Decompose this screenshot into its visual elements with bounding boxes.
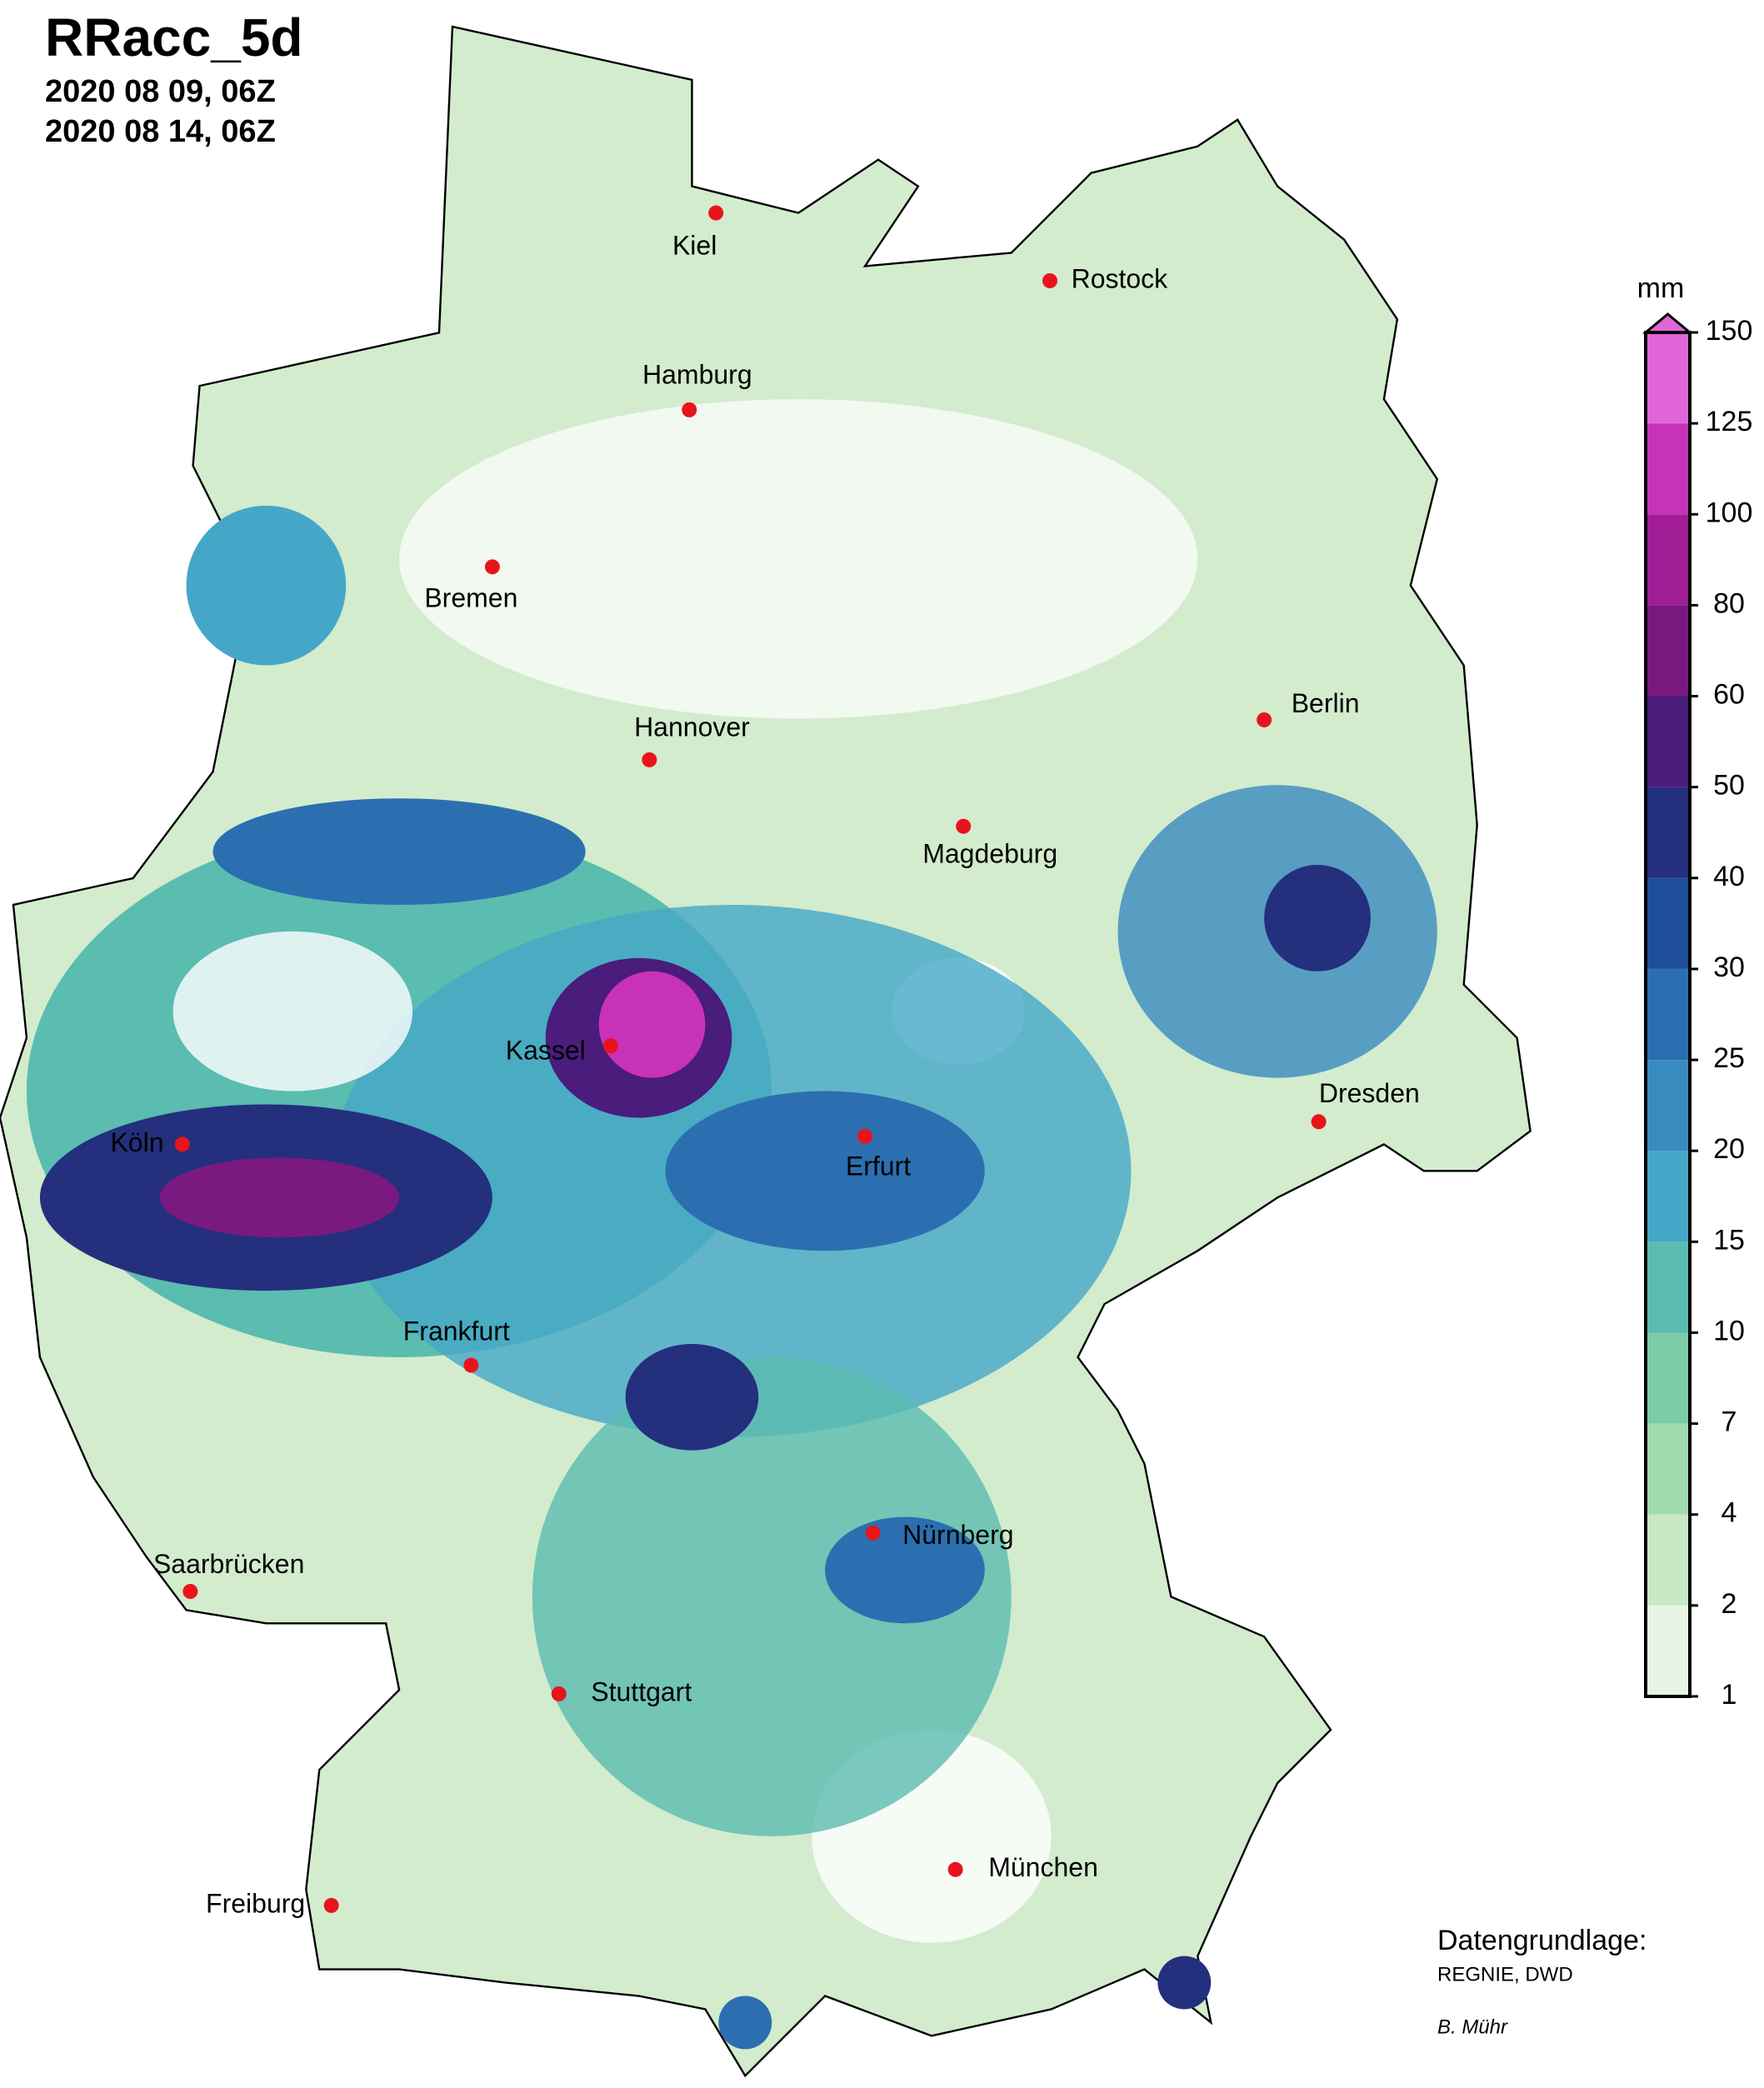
city-label: Hannover (634, 712, 750, 742)
city-dot (682, 402, 697, 417)
map-title: RRacc_5d (45, 7, 303, 67)
city-dot (956, 818, 972, 834)
city-label: Frankfurt (403, 1316, 510, 1346)
legend-tick-label: 30 (1713, 952, 1745, 983)
city-dot (865, 1525, 881, 1541)
legend-swatch (1646, 514, 1690, 606)
city-dot (642, 752, 657, 767)
legend-tick-label: 80 (1713, 587, 1745, 619)
legend-tick-label: 7 (1722, 1406, 1737, 1438)
legend-swatch (1646, 1151, 1690, 1242)
city-label: Freiburg (206, 1888, 305, 1918)
end-time: 2020 08 14, 06Z (45, 114, 276, 149)
legend-tick-label: 100 (1706, 497, 1753, 528)
city-dot (708, 205, 724, 221)
city-label: Kassel (506, 1036, 586, 1066)
city-label: Rostock (1072, 263, 1169, 293)
legend-swatch (1646, 696, 1690, 787)
legend-arrow (1642, 312, 1694, 334)
city-label: Kiel (672, 230, 717, 260)
legend-tick-label: 50 (1713, 770, 1745, 802)
legend-swatch (1646, 1332, 1690, 1424)
city-label: Bremen (424, 583, 517, 613)
legend-tick-label: 15 (1713, 1224, 1745, 1256)
legend-unit: mm (1637, 272, 1685, 304)
city-dot (603, 1038, 619, 1054)
legend-tick-label: 10 (1713, 1315, 1745, 1346)
city-label: Hamburg (642, 359, 752, 389)
legend-frame (1644, 331, 1692, 1698)
legend-swatch (1646, 968, 1690, 1061)
city-dot (1257, 712, 1272, 727)
city-label: Nürnberg (902, 1520, 1013, 1550)
legend-tick-label: 2 (1722, 1588, 1737, 1620)
city-label: München (988, 1852, 1098, 1882)
city-label: Erfurt (846, 1151, 911, 1181)
legend-tick-label: 25 (1713, 1042, 1745, 1074)
legend-swatch (1646, 787, 1690, 878)
city-dot (182, 1584, 198, 1600)
city-dot (174, 1136, 190, 1152)
legend-swatch (1646, 605, 1690, 697)
legend-tick-label: 125 (1706, 406, 1753, 437)
city-label: Berlin (1292, 688, 1360, 718)
city-dot (1042, 272, 1058, 288)
legend-tick-label: 4 (1722, 1497, 1737, 1529)
city-label: Magdeburg (922, 838, 1057, 868)
legend-swatch (1646, 1241, 1690, 1333)
author: B. Mühr (1437, 2016, 1508, 2038)
city-dot (323, 1897, 339, 1913)
legend-swatch (1646, 1605, 1690, 1696)
germany (0, 25, 1532, 2078)
city-dot (551, 1686, 567, 1701)
legend-swatch (1646, 1423, 1690, 1515)
city-dot (857, 1128, 873, 1144)
source: REGNIE, DWD (1437, 1963, 1573, 1986)
legend-swatch (1646, 1060, 1690, 1151)
legend-tick-label: 1 (1722, 1679, 1737, 1711)
city-dot (947, 1861, 963, 1877)
city-dot (1311, 1114, 1327, 1130)
source-label: Datengrundlage: (1437, 1925, 1647, 1956)
city-label: Stuttgart (591, 1676, 692, 1706)
legend-swatch (1646, 332, 1690, 424)
legend-tick-label: 20 (1713, 1133, 1745, 1165)
start-time: 2020 08 09, 06Z (45, 74, 276, 109)
legend-swatch (1646, 423, 1690, 515)
legend-swatch (1646, 1514, 1690, 1606)
city-label: Saarbrücken (153, 1549, 304, 1579)
legend-tick-label: 60 (1713, 679, 1745, 711)
city-dot (463, 1357, 479, 1373)
city-label: Köln (110, 1127, 163, 1157)
city-label: Dresden (1319, 1078, 1420, 1108)
legend-swatch (1646, 877, 1690, 969)
legend-tick-label: 150 (1706, 315, 1753, 347)
city-dot (484, 559, 500, 575)
legend-tick-label: 40 (1713, 861, 1745, 892)
rain-field (26, 399, 1437, 2050)
